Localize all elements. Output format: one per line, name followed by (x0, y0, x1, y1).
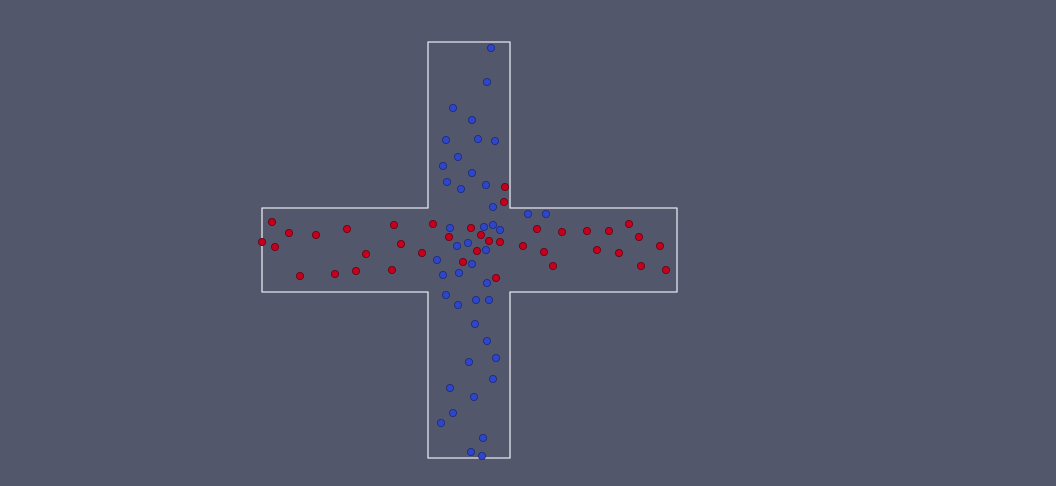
blue-particle (469, 392, 478, 401)
red-particle (270, 242, 279, 251)
blue-particle (524, 209, 533, 218)
blue-particle (481, 245, 490, 254)
blue-particle (495, 225, 504, 234)
red-particle (330, 269, 339, 278)
blue-particle (479, 222, 488, 231)
blue-particle (448, 104, 457, 113)
blue-particle (491, 353, 500, 362)
blue-particle (453, 152, 462, 161)
blue-particle (432, 255, 441, 264)
blue-particle (477, 451, 486, 460)
blue-particle (467, 168, 476, 177)
red-particle (267, 217, 276, 226)
red-particle (605, 226, 614, 235)
blue-particle (453, 300, 462, 309)
red-particle (351, 266, 360, 275)
red-particle-group (257, 182, 671, 282)
blue-particle (463, 238, 472, 247)
blue-particle (488, 220, 497, 229)
blue-particle (454, 268, 463, 277)
red-particle (417, 248, 426, 257)
red-particle (458, 257, 467, 266)
blue-particle-group (432, 44, 551, 460)
blue-particle (470, 319, 479, 328)
red-particle (342, 224, 351, 233)
blue-particle (488, 202, 497, 211)
blue-particle (445, 223, 454, 232)
blue-particle (441, 290, 450, 299)
blue-particle (488, 374, 497, 383)
red-particle (656, 241, 665, 250)
cross-channel-outline (261, 41, 678, 459)
blue-particle (486, 44, 495, 53)
blue-particle (438, 270, 447, 279)
blue-particle (438, 161, 447, 170)
red-particle (396, 239, 405, 248)
blue-particle (542, 209, 551, 218)
blue-particle (467, 259, 476, 268)
blue-particle (478, 433, 487, 442)
red-particle (444, 232, 453, 241)
red-particle (635, 232, 644, 241)
blue-particle (467, 116, 476, 125)
red-particle (499, 197, 508, 206)
red-particle (472, 246, 481, 255)
blue-particle (442, 177, 451, 186)
red-particle (495, 237, 504, 246)
blue-particle (484, 295, 493, 304)
red-particle (540, 247, 549, 256)
blue-particle (481, 180, 490, 189)
red-particle (615, 248, 624, 257)
blue-particle (436, 418, 445, 427)
red-particle (549, 261, 558, 270)
blue-particle (482, 278, 491, 287)
blue-particle (466, 447, 475, 456)
blue-particle (445, 383, 454, 392)
red-particle (295, 271, 304, 280)
red-particle (662, 265, 671, 274)
red-particle (389, 220, 398, 229)
red-particle (428, 219, 437, 228)
blue-particle (490, 136, 499, 145)
red-particle (500, 182, 509, 191)
red-particle (484, 236, 493, 245)
red-particle (533, 224, 542, 233)
red-particle (466, 223, 475, 232)
blue-particle (464, 357, 473, 366)
blue-particle (482, 336, 491, 345)
red-particle (583, 226, 592, 235)
red-particle (593, 245, 602, 254)
blue-particle (471, 295, 480, 304)
red-particle (519, 241, 528, 250)
blue-particle (452, 241, 461, 250)
red-particle (311, 230, 320, 239)
red-particle (284, 228, 293, 237)
blue-particle (456, 184, 465, 193)
red-particle (387, 265, 396, 274)
red-particle (257, 237, 266, 246)
red-particle (558, 227, 567, 236)
blue-particle (473, 134, 482, 143)
blue-particle (448, 408, 457, 417)
red-particle (491, 273, 500, 282)
blue-particle (482, 78, 491, 87)
red-particle (476, 230, 485, 239)
red-particle (625, 219, 634, 228)
red-particle (637, 261, 646, 270)
red-particle (361, 249, 370, 258)
blue-particle (441, 135, 450, 144)
